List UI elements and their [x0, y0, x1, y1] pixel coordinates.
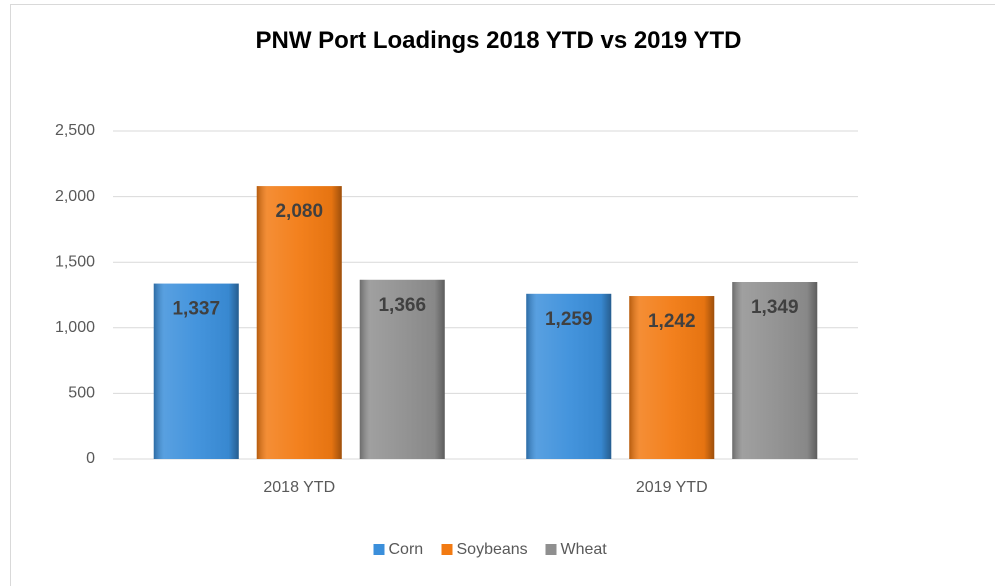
bar-shine — [732, 282, 818, 459]
chart-title: PNW Port Loadings 2018 YTD vs 2019 YTD — [255, 27, 742, 54]
legend-label: Corn — [389, 541, 424, 558]
chart-frame — [10, 4, 995, 586]
bar-shine — [359, 279, 445, 459]
legend-swatch — [441, 544, 453, 555]
value-label: 1,259 — [545, 309, 593, 330]
value-label: 1,349 — [751, 297, 799, 318]
y-tick-label: 2,500 — [55, 122, 95, 139]
x-tick-label: 2018 YTD — [263, 479, 335, 496]
legend-label: Wheat — [561, 541, 608, 558]
y-tick-label: 1,500 — [55, 253, 95, 270]
y-tick-label: 1,000 — [55, 319, 95, 336]
legend-swatch — [373, 544, 385, 555]
x-tick-label: 2019 YTD — [636, 479, 708, 496]
value-label: 1,337 — [172, 299, 220, 320]
y-tick-label: 0 — [86, 450, 95, 467]
bar-shine — [526, 293, 612, 459]
bar-shine — [256, 186, 342, 459]
bar-shine — [629, 296, 715, 459]
legend-swatch — [545, 544, 557, 555]
y-tick-label: 500 — [68, 385, 95, 402]
value-label: 1,242 — [648, 311, 696, 332]
legend-label: Soybeans — [457, 541, 528, 558]
value-label: 2,080 — [275, 201, 323, 222]
value-label: 1,366 — [378, 295, 426, 316]
title-box: PNW Port Loadings 2018 YTD vs 2019 YTD — [0, 24, 997, 58]
y-tick-label: 2,000 — [55, 188, 95, 205]
bar-shine — [153, 283, 239, 459]
